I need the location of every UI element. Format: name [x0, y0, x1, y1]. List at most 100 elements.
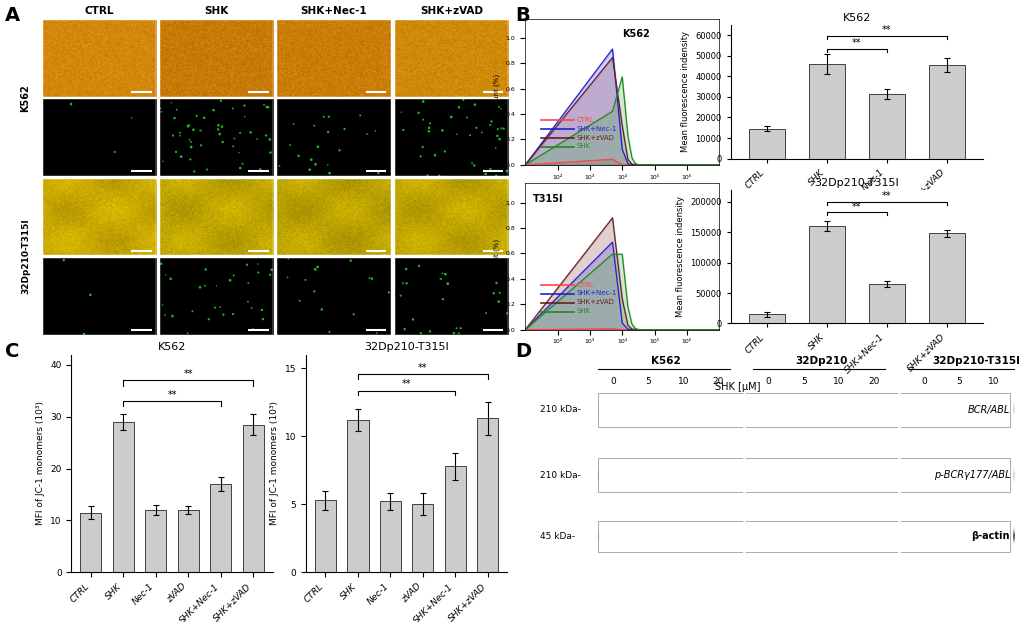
- Point: [63, 99, 79, 109]
- Point: [439, 279, 455, 289]
- Text: 10: 10: [833, 377, 844, 386]
- Point: [180, 120, 197, 130]
- Point: [236, 101, 253, 111]
- Point: [352, 111, 368, 121]
- Point: [434, 294, 450, 304]
- Point: [380, 287, 396, 297]
- Point: [245, 324, 261, 334]
- Point: [490, 297, 506, 307]
- Point: [239, 278, 256, 288]
- Point: [250, 267, 266, 277]
- Point: [397, 264, 414, 274]
- Point: [405, 315, 421, 325]
- Text: B: B: [515, 6, 529, 26]
- Point: [412, 151, 428, 161]
- Text: SHK+zVAD: SHK+zVAD: [577, 299, 614, 305]
- Point: [359, 129, 375, 139]
- Y-axis label: Mean fluorescence indensity: Mean fluorescence indensity: [680, 31, 689, 152]
- Point: [410, 108, 426, 118]
- Point: [281, 140, 298, 150]
- Point: [445, 328, 462, 338]
- Point: [448, 323, 465, 333]
- Text: **: **: [418, 363, 427, 373]
- Point: [473, 128, 489, 137]
- Text: SHK+zVAD: SHK+zVAD: [420, 6, 482, 16]
- Point: [336, 124, 353, 134]
- Text: BCR/ABL: BCR/ABL: [967, 405, 1009, 415]
- Title: K562: K562: [158, 342, 186, 353]
- Point: [488, 278, 504, 288]
- Point: [491, 288, 507, 298]
- Text: SHK+Nec-1: SHK+Nec-1: [577, 290, 616, 297]
- Point: [153, 107, 169, 117]
- Text: 20: 20: [712, 377, 723, 386]
- Text: CTRL: CTRL: [577, 117, 594, 123]
- Bar: [597, 521, 1009, 552]
- Point: [432, 274, 448, 284]
- Point: [467, 100, 483, 109]
- Point: [208, 281, 224, 290]
- Text: SHK+Nec-1: SHK+Nec-1: [301, 6, 367, 16]
- Point: [182, 154, 199, 164]
- Text: A: A: [5, 6, 20, 26]
- Point: [498, 166, 515, 176]
- Point: [171, 128, 187, 137]
- Point: [260, 103, 276, 113]
- Text: 210 kDa-: 210 kDa-: [540, 470, 581, 480]
- Text: **: **: [167, 390, 176, 400]
- Text: K562: K562: [622, 29, 649, 39]
- Point: [321, 327, 337, 337]
- Text: 32Dp210: 32Dp210: [794, 356, 847, 366]
- Point: [490, 102, 506, 112]
- Text: 10: 10: [987, 377, 999, 386]
- Point: [367, 126, 383, 136]
- Point: [321, 168, 337, 178]
- Bar: [412, 504, 433, 572]
- Bar: [347, 420, 368, 572]
- Point: [226, 134, 243, 144]
- Text: **: **: [851, 37, 861, 47]
- Point: [431, 170, 447, 180]
- Point: [164, 311, 180, 321]
- Point: [263, 265, 279, 275]
- Point: [437, 269, 453, 279]
- Point: [155, 157, 171, 167]
- Point: [230, 148, 247, 158]
- Point: [394, 125, 411, 135]
- Point: [489, 131, 505, 141]
- Point: [205, 105, 221, 115]
- Point: [436, 146, 452, 156]
- Point: [238, 260, 255, 270]
- Point: [426, 150, 442, 160]
- Point: [157, 310, 173, 320]
- Text: **: **: [183, 369, 193, 379]
- Text: SHK: SHK: [577, 309, 591, 314]
- Point: [210, 120, 226, 130]
- Text: 45 kDa-: 45 kDa-: [540, 532, 575, 541]
- Text: K562: K562: [20, 84, 31, 112]
- Point: [307, 264, 323, 274]
- Point: [303, 155, 319, 165]
- Point: [487, 170, 503, 180]
- Point: [434, 269, 450, 279]
- Point: [434, 126, 450, 136]
- Point: [75, 329, 92, 339]
- Bar: [808, 226, 844, 323]
- Point: [252, 164, 268, 174]
- Point: [415, 96, 431, 106]
- Point: [192, 125, 208, 135]
- Text: C: C: [5, 342, 19, 361]
- Text: 5: 5: [645, 377, 651, 386]
- Point: [106, 147, 122, 157]
- Text: SHK: SHK: [205, 6, 228, 16]
- Point: [173, 152, 190, 162]
- Text: 20: 20: [867, 377, 878, 386]
- Point: [255, 314, 271, 324]
- Y-axis label: MFI of JC-1 monomers (10³): MFI of JC-1 monomers (10³): [36, 401, 45, 526]
- Text: β-actin: β-actin: [971, 531, 1009, 541]
- Point: [271, 161, 287, 171]
- Text: 0: 0: [765, 377, 770, 386]
- Point: [165, 131, 181, 141]
- Bar: [81, 513, 101, 572]
- Point: [306, 286, 322, 296]
